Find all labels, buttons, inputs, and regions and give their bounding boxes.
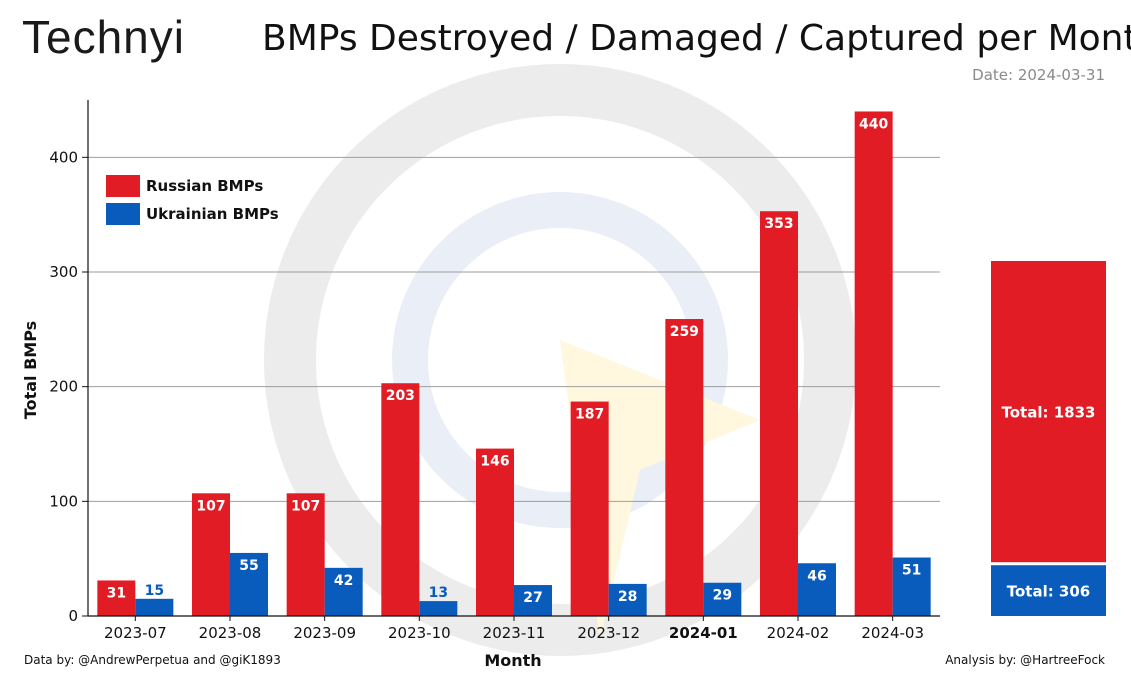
bar-ukrainian [324, 567, 363, 616]
data-label-ukrainian: 27 [523, 590, 542, 606]
watermark-logo [264, 64, 856, 656]
total-label-ukrainian: Total: 306 [1007, 583, 1091, 601]
data-label-ukrainian: 29 [713, 588, 732, 604]
chart-title: BMPs Destroyed / Damaged / Captured per … [262, 18, 1131, 59]
data-label-russian: 440 [859, 116, 888, 132]
data-label-russian: 107 [291, 498, 320, 514]
total-label-russian: Total: 1833 [1002, 404, 1096, 422]
data-credit: Data by: @AndrewPerpetua and @giK1893 [24, 653, 281, 667]
data-label-russian: 353 [764, 216, 793, 232]
data-label-ukrainian: 15 [145, 583, 164, 599]
data-label-ukrainian: 13 [429, 585, 448, 601]
bar-ukrainian [703, 582, 742, 616]
data-label-ukrainian: 46 [807, 568, 826, 584]
legend: Russian BMPs Ukrainian BMPs [106, 172, 279, 228]
x-tick-label: 2023-07 [104, 624, 167, 642]
total-bar-russian [991, 261, 1106, 563]
bar-ukrainian [892, 557, 931, 616]
data-label-russian: 146 [480, 454, 509, 470]
x-axis-title: Month [484, 651, 541, 670]
bar-russian [665, 319, 704, 616]
x-tick-label: 2023-09 [293, 624, 356, 642]
bar-russian [570, 401, 609, 616]
data-label-ukrainian: 28 [618, 589, 637, 605]
x-tick-label: 2023-12 [577, 624, 640, 642]
bar-russian [192, 493, 230, 616]
x-tick-label: 2023-10 [388, 624, 451, 642]
technyi-logo: Technyi [22, 11, 185, 63]
y-axis-title: Total BMPs [21, 321, 40, 419]
data-label-russian: 187 [575, 407, 604, 423]
legend-item-russian: Russian BMPs [106, 172, 279, 200]
y-tick-label: 200 [49, 378, 78, 396]
legend-swatch-russian [106, 175, 140, 197]
bar-russian [760, 211, 798, 616]
total-bar-ukrainian [991, 565, 1106, 616]
bar-ukrainian [135, 598, 174, 616]
data-label-ukrainian: 51 [902, 563, 921, 579]
data-label-ukrainian: 55 [239, 558, 258, 574]
bar-russian [97, 580, 136, 616]
x-tick-label: 2024-03 [861, 624, 924, 642]
y-tick-label: 400 [49, 148, 78, 166]
bar-russian [381, 383, 420, 616]
legend-swatch-ukrainian [106, 203, 140, 225]
x-tick-label: 2024-01 [669, 624, 738, 642]
bar-ukrainian [798, 563, 836, 616]
bar-ukrainian [514, 585, 552, 616]
legend-item-ukrainian: Ukrainian BMPs [106, 200, 279, 228]
data-label-russian: 203 [386, 388, 415, 404]
bar-ukrainian [608, 583, 647, 616]
data-label-russian: 107 [196, 498, 225, 514]
y-tick-label: 300 [49, 263, 78, 281]
legend-label-russian: Russian BMPs [146, 177, 264, 195]
bar-russian [476, 448, 514, 616]
y-tick-label: 0 [68, 607, 78, 625]
bar-russian [286, 493, 325, 616]
bar-ukrainian [230, 552, 268, 616]
legend-label-ukrainian: Ukrainian BMPs [146, 205, 279, 223]
x-tick-label: 2023-11 [483, 624, 546, 642]
analysis-credit: Analysis by: @HartreeFock [945, 653, 1105, 667]
chart-date: Date: 2024-03-31 [972, 66, 1105, 84]
y-tick-label: 100 [49, 492, 78, 510]
x-tick-label: 2024-02 [767, 624, 830, 642]
data-label-russian: 259 [670, 324, 699, 340]
x-tick-label: 2023-08 [199, 624, 262, 642]
bar-russian [854, 111, 893, 616]
data-label-russian: 31 [107, 585, 126, 601]
bar-ukrainian [419, 601, 458, 616]
data-label-ukrainian: 42 [334, 573, 353, 589]
